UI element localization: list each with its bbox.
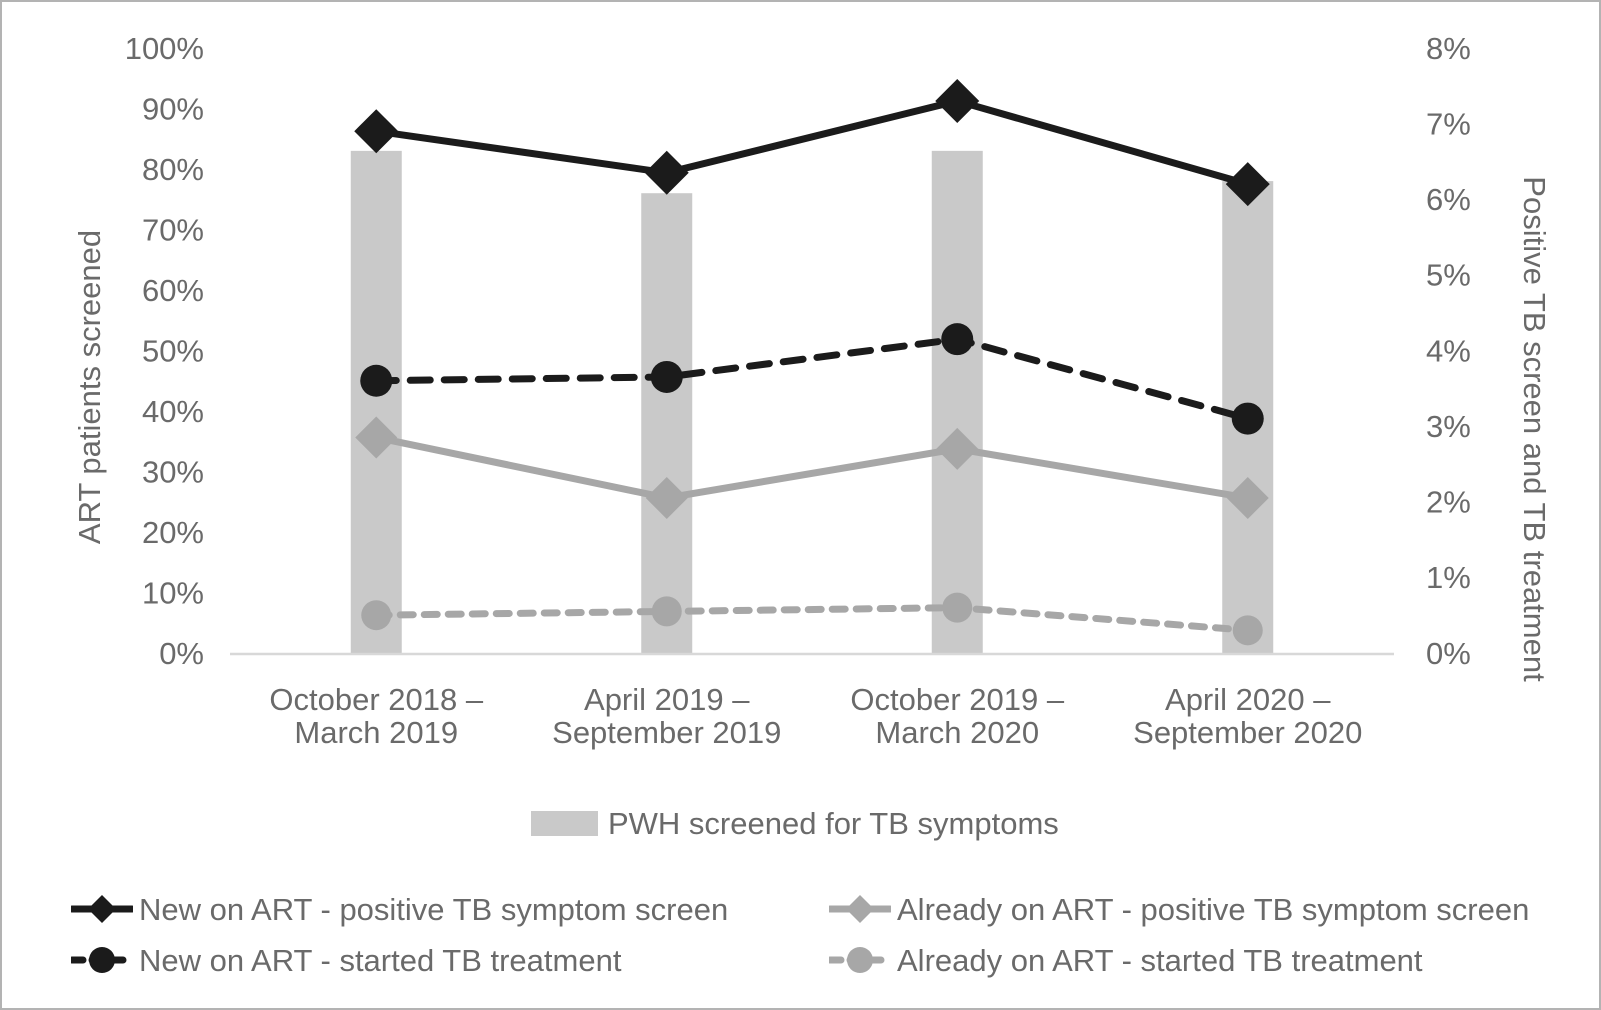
line-series-3 [361,592,1263,646]
bar [931,150,983,653]
line-series-1 [360,323,1264,435]
series-line [372,604,1252,634]
right-axis-tick-label: 7% [1426,106,1471,141]
category-label-line1: April 2020 – [1165,682,1331,717]
marker-circle [941,323,974,356]
category-label-line2: March 2020 [875,715,1039,750]
right-axis-tick-label: 4% [1426,333,1471,368]
marker-circle [360,364,393,397]
legend-already-art-treatment: Already on ART - started TB treatment [829,941,1423,979]
marker-diamond [936,427,979,470]
bar [350,150,402,653]
category-label-line1: October 2019 – [850,682,1064,717]
left-axis-tick-label: 80% [142,152,204,187]
right-axis-tick-label: 0% [1426,636,1471,671]
legend-marker-diamond [846,895,874,923]
marker-diamond [355,416,398,459]
legend-line-swatch-dashed-circle-black [71,941,133,979]
bar-series [350,150,1274,653]
marker-circle [1232,615,1263,646]
legend-label: New on ART - positive TB symptom screen [139,891,729,927]
right-axis-tick-label: 1% [1426,560,1471,595]
left-axis-tick-label: 60% [142,273,204,308]
left-axis-tick-label: 0% [159,636,204,671]
legend-swatch-canvas [829,947,891,973]
series-line [372,97,1252,188]
marker-circle [1231,402,1264,435]
category-label-line1: April 2019 – [584,682,750,717]
legend-line-swatch-solid-diamond-black [71,890,133,928]
legend-marker-circle [847,947,873,973]
right-axis-tick-label: 3% [1426,409,1471,444]
legend-label: Already on ART - started TB treatment [897,942,1423,978]
legend-marker-circle [89,947,115,973]
right-axis-title: Positive TB screen and TB treatment [1517,176,1552,682]
line-series-0 [354,78,1270,207]
legend-swatch-canvas [829,895,891,923]
left-axis-tick-label: 50% [142,333,204,368]
left-axis-tick-label: 20% [142,515,204,550]
marker-diamond [644,150,689,195]
legend-label: New on ART - started TB treatment [139,942,622,978]
marker-circle [650,360,683,393]
legend-pwh-screened: PWH screened for TB symptoms [531,808,1059,839]
marker-diamond [645,476,688,519]
legend-already-art-positive: Already on ART - positive TB symptom scr… [829,890,1529,928]
legend-label: Already on ART - positive TB symptom scr… [897,891,1530,927]
right-axis-tick-label: 5% [1426,258,1471,293]
right-axis-tick-labels: 0% 1% 2% 3% 4% 5% 6% 7% 8% [1426,31,1471,671]
marker-diamond [935,78,980,123]
left-axis-tick-label: 100% [125,31,204,66]
series-line [372,433,1252,502]
category-label-line1: October 2018 – [269,682,483,717]
left-axis-tick-label: 30% [142,454,204,489]
marker-circle [361,600,392,631]
marker-circle [942,592,973,623]
left-axis-title: ART patients screened [72,230,107,544]
legend-swatch-canvas [71,895,133,923]
category-label-line2: September 2019 [552,715,781,750]
legend-new-art-positive: New on ART - positive TB symptom screen [71,890,728,928]
legend-marker-diamond [88,895,116,923]
bar [641,193,693,653]
left-axis-tick-label: 40% [142,394,204,429]
right-axis-tick-label: 6% [1426,182,1471,217]
left-axis-tick-labels: 0% 10% 20% 30% 40% 50% 60% 70% 80% 90% 100% [125,31,204,671]
category-label-line2: September 2020 [1133,715,1362,750]
line-series-2 [355,416,1269,519]
legend-new-art-treatment: New on ART - started TB treatment [71,941,621,979]
right-axis-tick-label: 8% [1426,31,1471,66]
category-label-line2: March 2019 [294,715,458,750]
series-line [372,335,1252,423]
legend-bar-swatch [531,811,598,836]
left-axis-tick-label: 10% [142,575,204,610]
right-axis-tick-label: 2% [1426,485,1471,520]
marker-diamond [1225,162,1270,207]
legend-line-swatch-dashed-circle-gray [829,941,891,979]
marker-diamond [1226,476,1269,519]
legend-pwh-label: PWH screened for TB symptoms [608,806,1059,841]
marker-circle [651,596,682,627]
left-axis-tick-label: 90% [142,91,204,126]
legend-swatch-canvas [71,947,133,973]
marker-diamond [354,109,399,154]
legend-line-swatch-solid-diamond-gray [829,890,891,928]
left-axis-tick-label: 70% [142,212,204,247]
